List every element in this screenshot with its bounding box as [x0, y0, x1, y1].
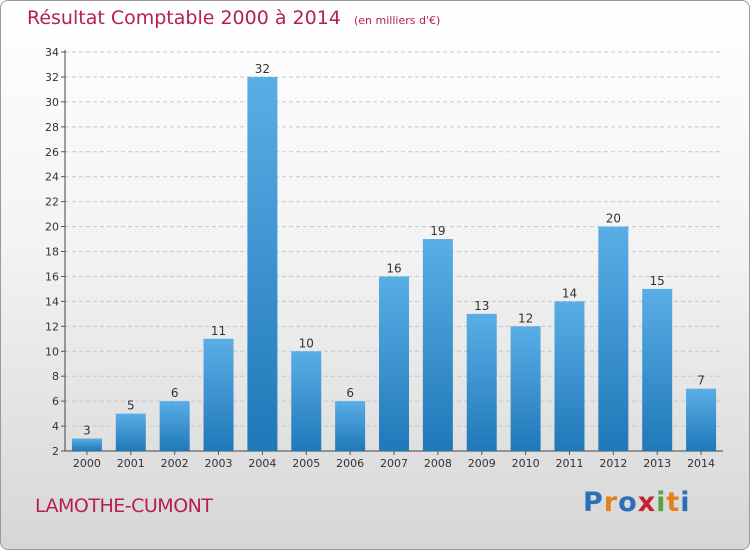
y-tick-label: 32 — [45, 71, 59, 84]
y-tick-label: 16 — [45, 270, 59, 283]
bar-value-label: 20 — [606, 212, 621, 226]
bar-value-label: 19 — [430, 224, 445, 238]
x-tick-label: 2014 — [687, 457, 715, 470]
bar-value-label: 13 — [474, 299, 489, 313]
bar-2002 — [159, 401, 190, 451]
labels: 2468101214161820222426283032343200052001… — [45, 46, 715, 470]
logo-letter: r — [603, 487, 619, 518]
y-tick-label: 28 — [45, 121, 59, 134]
bar-value-label: 11 — [211, 324, 226, 338]
chart-title: Résultat Comptable 2000 à 2014 — [27, 7, 341, 29]
y-tick-label: 22 — [45, 196, 59, 209]
x-tick-label: 2009 — [468, 457, 496, 470]
bars — [71, 76, 717, 451]
y-tick-label: 26 — [45, 146, 59, 159]
y-tick-label: 8 — [52, 370, 59, 383]
bar-2010 — [510, 326, 541, 451]
y-tick-label: 14 — [45, 295, 59, 308]
logo-letter: i — [680, 487, 691, 518]
bar-2003 — [203, 338, 234, 451]
y-tick-label: 4 — [52, 420, 59, 433]
y-tick-label: 34 — [45, 46, 59, 59]
logo-letter: P — [583, 487, 604, 518]
chart-unit: (en milliers d'€) — [353, 14, 441, 27]
x-tick-label: 2013 — [643, 457, 671, 470]
bar-value-label: 15 — [650, 274, 665, 288]
bar-2009 — [466, 313, 497, 451]
bar-value-label: 6 — [346, 386, 354, 400]
bar-2014 — [686, 388, 717, 451]
bar-value-label: 12 — [518, 311, 533, 325]
x-tick-label: 2005 — [292, 457, 320, 470]
logo-letter: t — [666, 487, 681, 518]
bar-value-label: 6 — [171, 386, 179, 400]
logo-letter: x — [637, 487, 657, 518]
y-tick-label: 30 — [45, 96, 59, 109]
bar-2005 — [291, 351, 322, 451]
x-tick-label: 2007 — [380, 457, 408, 470]
bar-value-label: 16 — [386, 261, 401, 275]
x-tick-label: 2004 — [248, 457, 276, 470]
bar-2001 — [115, 413, 146, 451]
bar-value-label: 14 — [562, 286, 577, 300]
x-tick-label: 2011 — [555, 457, 583, 470]
bar-2011 — [554, 301, 585, 451]
y-tick-label: 18 — [45, 246, 59, 259]
x-tick-label: 2003 — [205, 457, 233, 470]
y-tick-label: 2 — [52, 445, 59, 458]
bar-value-label: 7 — [697, 374, 705, 388]
x-tick-label: 2001 — [117, 457, 145, 470]
logo-letter: o — [618, 487, 638, 518]
chart-title-row: Résultat Comptable 2000 à 2014 (en milli… — [27, 7, 440, 29]
bar-2012 — [598, 226, 629, 451]
bar-2007 — [379, 276, 409, 451]
y-tick-label: 10 — [45, 345, 59, 358]
bar-value-label: 10 — [299, 336, 314, 350]
bar-value-label: 3 — [83, 424, 91, 438]
bar-2008 — [422, 239, 453, 451]
logo-letter: i — [656, 487, 667, 518]
bar-value-label: 32 — [255, 62, 270, 76]
bar-2013 — [642, 288, 673, 451]
x-tick-label: 2000 — [73, 457, 101, 470]
proxiti-logo[interactable]: Proxiti — [583, 487, 691, 518]
commune-name: LAMOTHE-CUMONT — [35, 495, 213, 517]
x-tick-label: 2008 — [424, 457, 452, 470]
y-tick-label: 12 — [45, 320, 59, 333]
y-tick-label: 6 — [52, 395, 59, 408]
x-tick-label: 2010 — [512, 457, 540, 470]
x-tick-label: 2012 — [599, 457, 627, 470]
y-tick-label: 20 — [45, 221, 59, 234]
bar-2000 — [71, 438, 102, 451]
bar-2004 — [247, 76, 278, 451]
x-tick-label: 2002 — [161, 457, 189, 470]
x-tick-label: 2006 — [336, 457, 364, 470]
bar-2006 — [335, 401, 366, 451]
bar-value-label: 5 — [127, 399, 135, 413]
y-tick-label: 24 — [45, 171, 59, 184]
